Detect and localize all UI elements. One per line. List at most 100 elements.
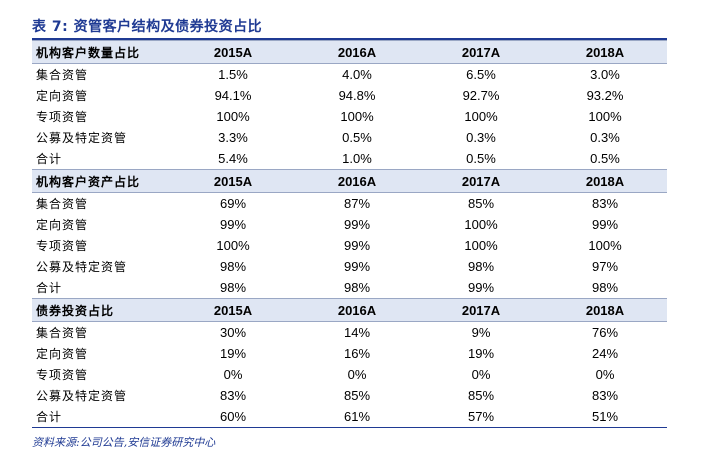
value-cell: 5.4% (218, 151, 248, 166)
value-cell: 92.7% (462, 88, 500, 103)
value-cell: 0% (595, 367, 615, 382)
year-header-cell: 2017A (419, 40, 543, 64)
value-cell: 19% (219, 346, 247, 361)
section-header-label: 债券投资占比 (32, 298, 171, 322)
table-row: 定向资管 19% 16% 19% 24% (32, 343, 667, 364)
value-cell: 6.5% (466, 67, 496, 82)
value-cell: 100% (216, 109, 250, 124)
table-row: 专项资管 100% 99% 100% 100% (32, 235, 667, 256)
row-label: 集合资管 (36, 68, 89, 82)
value-cell: 99% (343, 259, 371, 274)
value-cell: 0% (223, 367, 243, 382)
row-label: 合计 (36, 152, 63, 166)
value-cell: 76% (591, 325, 619, 340)
value-cell: 100% (588, 238, 622, 253)
value-cell: 99% (467, 280, 495, 295)
year-header-cell: 2015A (171, 298, 295, 322)
row-label: 专项资管 (36, 110, 89, 124)
value-cell: 100% (588, 109, 622, 124)
value-cell: 99% (343, 217, 371, 232)
year-header-cell: 2016A (295, 298, 419, 322)
value-cell: 93.2% (586, 88, 624, 103)
table-row: 集合资管 69% 87% 85% 83% (32, 193, 667, 215)
year-header-cell: 2017A (419, 298, 543, 322)
table-title: 表 7: 资管客户结构及债券投资占比 (32, 19, 263, 35)
table-row: 定向资管 99% 99% 100% 99% (32, 214, 667, 235)
value-cell: 97% (591, 259, 619, 274)
row-label: 公募及特定资管 (36, 389, 128, 403)
row-label: 定向资管 (36, 89, 89, 103)
year-header-cell: 2015A (171, 169, 295, 193)
value-cell: 83% (591, 388, 619, 403)
value-cell: 57% (467, 409, 495, 424)
value-cell: 3.0% (590, 67, 620, 82)
value-cell: 85% (467, 196, 495, 211)
value-cell: 98% (219, 259, 247, 274)
row-label: 合计 (36, 281, 63, 295)
value-cell: 60% (219, 409, 247, 424)
value-cell: 16% (343, 346, 371, 361)
year-header-cell: 2018A (543, 169, 667, 193)
year-header-cell: 2018A (543, 298, 667, 322)
value-cell: 4.0% (342, 67, 372, 82)
table-body: 机构客户数量占比 2015A 2016A 2017A 2018A 集合资管 1.5% 4.0%… (32, 40, 667, 428)
value-cell: 98% (591, 280, 619, 295)
row-label: 合计 (36, 410, 63, 424)
table-row: 集合资管 30% 14% 9% 76% (32, 322, 667, 344)
row-label: 集合资管 (36, 197, 89, 211)
value-cell: 85% (467, 388, 495, 403)
value-cell: 100% (340, 109, 374, 124)
value-cell: 51% (591, 409, 619, 424)
section-header-label: 机构客户资产占比 (32, 169, 171, 193)
section-header-row: 机构客户资产占比 2015A 2016A 2017A 2018A (32, 169, 667, 193)
row-label: 专项资管 (36, 368, 89, 382)
value-cell: 14% (343, 325, 371, 340)
table-row: 定向资管 94.1% 94.8% 92.7% 93.2% (32, 85, 667, 106)
value-cell: 19% (467, 346, 495, 361)
year-header-cell: 2018A (543, 40, 667, 64)
value-cell: 1.5% (218, 67, 248, 82)
value-cell: 87% (343, 196, 371, 211)
value-cell: 94.1% (214, 88, 252, 103)
row-label: 专项资管 (36, 239, 89, 253)
table-row: 公募及特定资管 3.3% 0.5% 0.3% 0.3% (32, 127, 667, 148)
table-row: 合计 5.4% 1.0% 0.5% 0.5% (32, 148, 667, 170)
row-label: 定向资管 (36, 218, 89, 232)
table-row: 合计 60% 61% 57% 51% (32, 406, 667, 427)
value-cell: 1.0% (342, 151, 372, 166)
data-table: 机构客户数量占比 2015A 2016A 2017A 2018A 集合资管 1.5% 4.0%… (32, 40, 667, 427)
table-row: 合计 98% 98% 99% 98% (32, 277, 667, 299)
value-cell: 0.5% (466, 151, 496, 166)
value-cell: 98% (343, 280, 371, 295)
value-cell: 0% (471, 367, 491, 382)
value-cell: 0% (347, 367, 367, 382)
row-label: 公募及特定资管 (36, 131, 128, 145)
value-cell: 0.5% (590, 151, 620, 166)
bottom-divider (32, 427, 667, 428)
value-cell: 83% (591, 196, 619, 211)
value-cell: 0.3% (466, 130, 496, 145)
value-cell: 0.5% (342, 130, 372, 145)
value-cell: 100% (464, 238, 498, 253)
value-cell: 24% (591, 346, 619, 361)
value-cell: 0.3% (590, 130, 620, 145)
table-row: 专项资管 0% 0% 0% 0% (32, 364, 667, 385)
value-cell: 100% (464, 109, 498, 124)
document-page: 表 7: 资管客户结构及债券投资占比 机构客户数量占比 2015A 2016A 201… (32, 16, 667, 450)
table-row: 集合资管 1.5% 4.0% 6.5% 3.0% (32, 64, 667, 86)
row-label: 定向资管 (36, 347, 89, 361)
value-cell: 99% (591, 217, 619, 232)
section-header-label: 机构客户数量占比 (32, 40, 171, 64)
year-header-cell: 2017A (419, 169, 543, 193)
value-cell: 98% (219, 280, 247, 295)
table-row: 公募及特定资管 98% 99% 98% 97% (32, 256, 667, 277)
value-cell: 99% (343, 238, 371, 253)
source-note: 资料来源:公司公告,安信证券研究中心 (32, 436, 216, 449)
row-label: 集合资管 (36, 326, 89, 340)
section-header-row: 机构客户数量占比 2015A 2016A 2017A 2018A (32, 40, 667, 64)
year-header-cell: 2016A (295, 169, 419, 193)
row-label: 公募及特定资管 (36, 260, 128, 274)
value-cell: 61% (343, 409, 371, 424)
section-header-row: 债券投资占比 2015A 2016A 2017A 2018A (32, 298, 667, 322)
table-row: 公募及特定资管 83% 85% 85% 83% (32, 385, 667, 406)
